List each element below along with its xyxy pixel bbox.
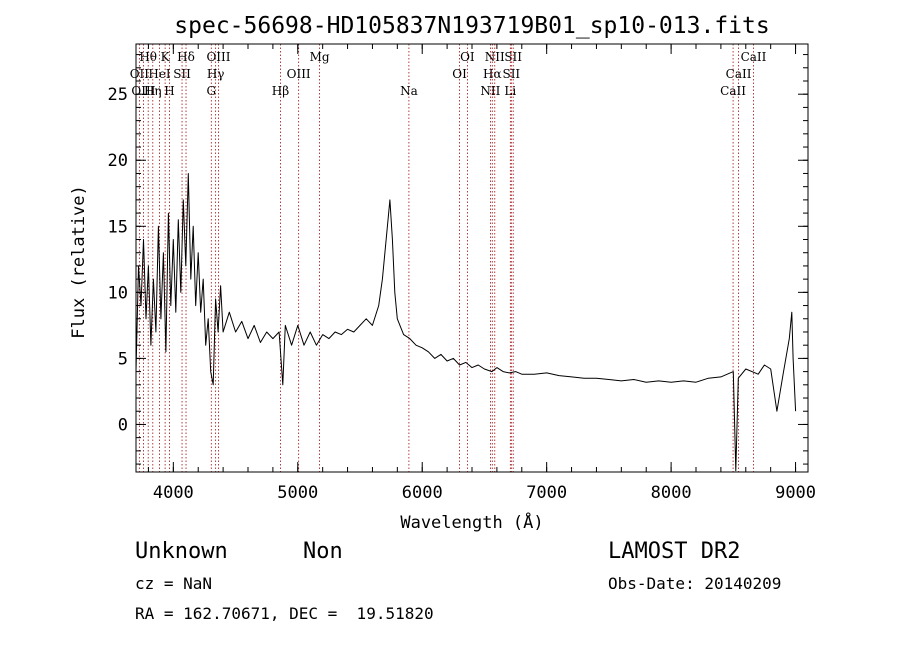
line-marker-label: CaII xyxy=(720,84,746,98)
line-marker-label: SII xyxy=(502,67,520,81)
line-marker-label: Na xyxy=(400,84,418,98)
line-marker-label: Hδ xyxy=(177,50,195,64)
x-tick-label: 6000 xyxy=(402,483,443,503)
line-marker-label: Mg xyxy=(310,50,330,64)
x-axis-label: Wavelength (Å) xyxy=(400,511,543,533)
spectrum-line-0 xyxy=(135,173,797,472)
line-marker-label: NII xyxy=(485,50,505,64)
line-marker-label: CaII xyxy=(741,50,767,64)
line-marker-label: Hγ xyxy=(207,67,225,81)
coordinates: RA = 162.70671, DEC = 19.51820 xyxy=(135,604,434,623)
line-marker-label: Hβ xyxy=(272,84,289,98)
line-marker-label: K xyxy=(161,50,171,64)
line-marker-label: OI xyxy=(452,67,467,81)
line-marker-label: HeI xyxy=(148,67,171,81)
line-marker-label: H xyxy=(164,84,174,98)
cz-value: cz = NaN xyxy=(135,574,213,593)
survey-label: LAMOST DR2 xyxy=(608,539,741,564)
x-tick-label: 8000 xyxy=(651,483,692,503)
spectrum-series xyxy=(135,173,797,472)
y-tick-label: 15 xyxy=(108,217,128,237)
x-tick-label: 5000 xyxy=(277,483,318,503)
y-tick-label: 25 xyxy=(108,85,128,105)
subclass-label: Non xyxy=(303,539,343,564)
line-marker-label: NII xyxy=(480,84,500,98)
line-marker-label: OII xyxy=(130,67,150,81)
line-marker-label: Hη xyxy=(144,84,162,98)
chart-title: spec-56698-HD105837N193719B01_sp10-013.f… xyxy=(174,13,769,39)
line-marker-label: SII xyxy=(504,50,522,64)
y-tick-label: 0 xyxy=(118,415,128,435)
line-marker-label: CaII xyxy=(726,67,752,81)
x-tick-label: 7000 xyxy=(526,483,567,503)
y-axis-label: Flux (relative) xyxy=(69,185,89,339)
y-tick-label: 20 xyxy=(108,151,128,171)
class-label: Unknown xyxy=(135,539,228,564)
plot-frame xyxy=(135,43,809,473)
y-tick-label: 5 xyxy=(118,349,128,369)
line-marker-label: OIII xyxy=(206,50,230,64)
obs-date: Obs-Date: 20140209 xyxy=(608,574,782,593)
x-tick-label: 4000 xyxy=(153,483,194,503)
line-marker-label: Li xyxy=(504,84,516,98)
line-marker-label: OI xyxy=(460,50,475,64)
line-marker-label: G xyxy=(206,84,216,98)
y-tick-label: 10 xyxy=(108,283,128,303)
line-marker-label: OIII xyxy=(287,67,311,81)
line-marker-label: Hθ xyxy=(139,50,157,64)
line-marker-label: Hα xyxy=(483,67,502,81)
line-marker-label: SII xyxy=(173,67,191,81)
x-tick-label: 9000 xyxy=(775,483,816,503)
axes: 4000 5000 6000 7000 8000 9000 0 5 10 15 20 25 xyxy=(108,43,816,503)
